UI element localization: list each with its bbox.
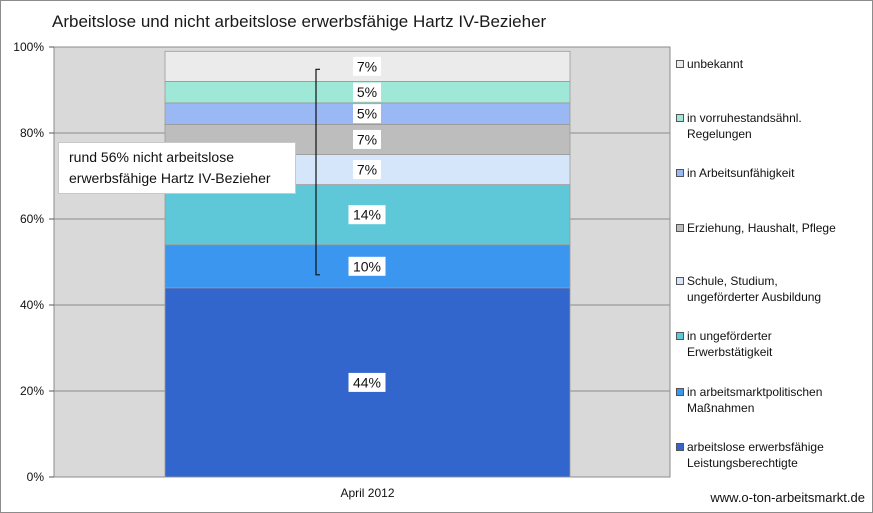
- legend-label: in ungeförderter Erwerbstätigkeit: [687, 329, 773, 359]
- y-tick-label: 80%: [20, 126, 44, 140]
- data-label: 44%: [353, 374, 381, 390]
- legend-swatch: [676, 443, 684, 451]
- data-label-bg: [348, 256, 386, 276]
- legend-label: in arbeitsmarktpolitischen Maßnahmen: [687, 385, 823, 415]
- legend-swatch: [676, 114, 684, 122]
- data-label: 5%: [357, 106, 377, 122]
- x-category-label: April 2012: [340, 486, 394, 500]
- data-label: 7%: [357, 131, 377, 147]
- legend-label: in Arbeitsunfähigkeit: [687, 166, 795, 180]
- y-tick-label: 0%: [27, 470, 45, 484]
- y-tick-label: 60%: [20, 212, 44, 226]
- data-label-bg: [353, 82, 381, 102]
- data-label: 10%: [353, 258, 381, 274]
- annotation-bracket: [315, 68, 320, 276]
- legend-swatch: [676, 277, 684, 285]
- y-tick-label: 100%: [13, 40, 44, 54]
- legend-label: Schule, Studium, ungeförderter Ausbildun…: [687, 274, 822, 304]
- source-footer: www.o-ton-arbeitsmarkt.de: [710, 490, 865, 505]
- data-label-bg: [353, 129, 381, 149]
- data-label-bg: [348, 205, 386, 225]
- legend-label: unbekannt: [687, 57, 744, 71]
- data-label-bg: [353, 160, 381, 180]
- annotation-box: rund 56% nicht arbeitslose erwerbsfähige…: [58, 142, 296, 194]
- data-label: 14%: [353, 207, 381, 223]
- data-label-bg: [348, 372, 386, 392]
- chart-title: Arbeitslose und nicht arbeitslose erwerb…: [52, 12, 547, 31]
- data-label: 7%: [357, 58, 377, 74]
- y-tick-label: 20%: [20, 384, 44, 398]
- legend-label: in vorruhestandsähnl. Regelungen: [687, 111, 802, 141]
- legend-label: Erziehung, Haushalt, Pflege: [687, 221, 836, 235]
- data-label: 7%: [357, 162, 377, 178]
- y-tick-label: 40%: [20, 298, 44, 312]
- legend-swatch: [676, 224, 684, 232]
- legend-label: arbeitslose erwerbsfähige Leistungsberec…: [687, 440, 824, 470]
- legend-swatch: [676, 60, 684, 68]
- data-label-bg: [353, 104, 381, 124]
- data-label: 5%: [357, 84, 377, 100]
- data-label-bg: [353, 56, 381, 76]
- legend-swatch: [676, 388, 684, 396]
- legend-swatch: [676, 332, 684, 340]
- legend-swatch: [676, 169, 684, 177]
